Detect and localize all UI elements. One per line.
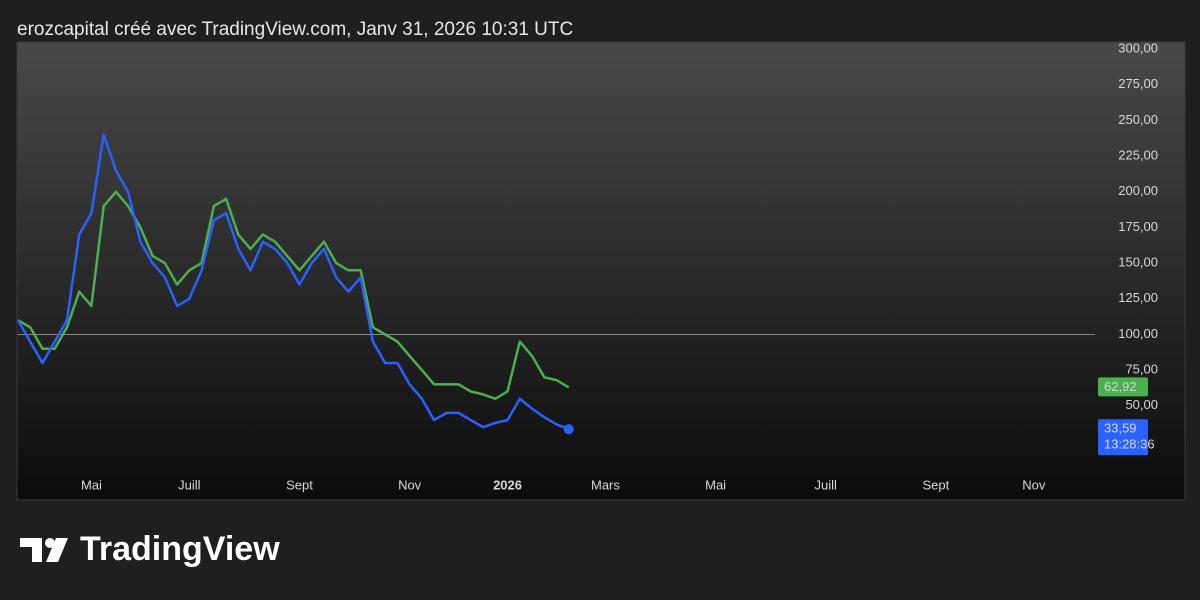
y-tick-label: 150,00: [1118, 255, 1158, 270]
y-tick-label: 275,00: [1118, 76, 1158, 91]
last-point: [563, 424, 574, 435]
x-tick-label: Mai: [705, 477, 726, 492]
last-value-label: 33,59: [1104, 421, 1137, 436]
x-tick-label: Juill: [815, 477, 838, 492]
y-tick-label: 300,00: [1118, 41, 1158, 56]
x-tick-label: Mai: [81, 477, 102, 492]
last-value-box: [1098, 377, 1148, 397]
x-tick-label: 2026: [493, 477, 522, 492]
last-value-label: 62,92: [1104, 379, 1137, 394]
brand: TradingView: [80, 530, 280, 568]
y-tick-label: 100,00: [1118, 326, 1158, 341]
series-line: [16, 133, 570, 431]
y-tick-label: 225,00: [1118, 148, 1158, 163]
x-tick-label: Nov: [1022, 477, 1046, 492]
plot-panel: [16, 41, 1186, 501]
series-line: [17, 190, 570, 400]
last-value-box: [1098, 419, 1148, 456]
x-tick-label: Mars: [591, 477, 620, 492]
y-tick-label: 200,00: [1118, 183, 1158, 198]
logo-icon: [20, 538, 68, 562]
x-tick-label: Nov: [398, 477, 422, 492]
y-tick-label: 75,00: [1125, 362, 1158, 377]
x-tick-label: Sept: [286, 477, 313, 492]
y-tick-label: 50,00: [1125, 397, 1158, 412]
countdown: 13:28:36: [1104, 437, 1155, 452]
x-tick-label: Juill: [178, 477, 201, 492]
y-tick-label: 250,00: [1118, 112, 1158, 127]
header: erozcapital créé avec TradingView.com, J…: [17, 19, 573, 40]
x-tick-label: Sept: [923, 477, 950, 492]
y-tick-label: 125,00: [1118, 290, 1158, 305]
y-tick-label: 175,00: [1118, 219, 1158, 234]
